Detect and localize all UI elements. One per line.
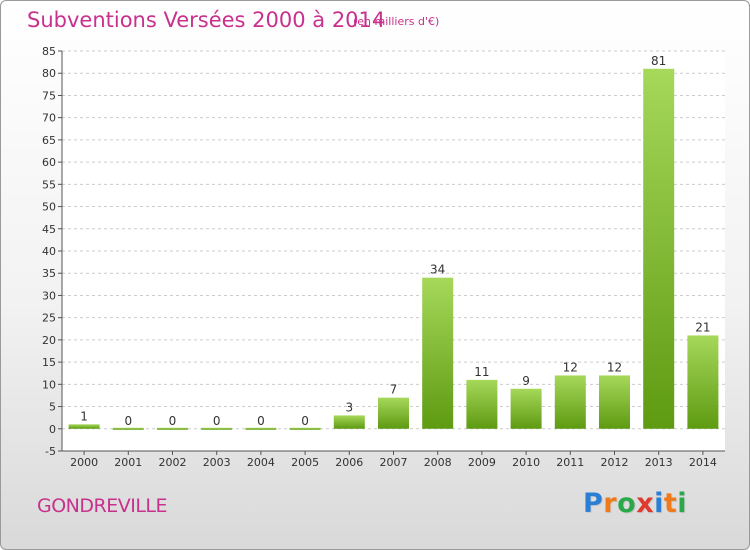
chart-title: Subventions Versées 2000 à 2014: [27, 8, 386, 32]
bar: [157, 427, 188, 430]
logo-letter: i: [677, 488, 688, 519]
bar: [245, 427, 277, 430]
logo-letter: o: [617, 488, 637, 519]
x-tick-label: 2013: [645, 456, 673, 469]
x-tick-label: 2008: [424, 456, 452, 469]
y-tick-label: 10: [42, 378, 56, 391]
bar-value-label: 0: [169, 414, 177, 428]
y-tick-label: 25: [42, 312, 56, 325]
bar: [68, 424, 100, 429]
bar-value-label: 12: [563, 360, 578, 374]
y-tick-label: 80: [42, 67, 56, 80]
bar-value-label: 0: [213, 414, 221, 428]
bar: [554, 375, 586, 429]
x-tick-label: 2009: [468, 456, 496, 469]
commune-name: GONDREVILLE: [37, 495, 168, 517]
chart-subtitle: (en milliers d'€): [353, 15, 440, 28]
x-tick-label: 2005: [291, 456, 319, 469]
bar-value-label: 9: [522, 374, 530, 388]
y-tick-label: 55: [42, 178, 56, 191]
x-tick-label: 2007: [380, 456, 408, 469]
proxiti-logo: Proxiti: [583, 488, 687, 519]
bar: [289, 427, 321, 430]
y-tick-label: 0: [49, 423, 56, 436]
bar-value-label: 11: [474, 365, 489, 379]
logo-letter: P: [583, 488, 604, 519]
bar: [466, 379, 498, 429]
bar-value-label: 21: [695, 320, 710, 334]
bar: [333, 415, 365, 429]
y-tick-label: 70: [42, 112, 56, 125]
y-tick-label: 15: [42, 356, 56, 369]
bar: [510, 388, 542, 429]
x-tick-label: 2011: [556, 456, 584, 469]
bar-value-label: 81: [651, 54, 666, 68]
bar: [643, 68, 675, 429]
bar-value-label: 1: [80, 409, 88, 423]
y-tick-label: 65: [42, 134, 56, 147]
bar-value-label: 0: [124, 414, 132, 428]
y-tick-label: 85: [42, 45, 56, 58]
x-tick-label: 2010: [512, 456, 540, 469]
bar-value-label: 12: [607, 360, 622, 374]
bar-value-label: 0: [257, 414, 265, 428]
bar-value-label: 7: [390, 383, 398, 397]
y-tick-label: 75: [42, 89, 56, 102]
bar: [599, 375, 630, 429]
y-tick-label: -5: [45, 445, 56, 458]
x-tick-label: 2003: [203, 456, 231, 469]
x-tick-label: 2006: [335, 456, 363, 469]
bar: [201, 427, 233, 430]
bar: [687, 335, 719, 429]
x-tick-label: 2012: [601, 456, 629, 469]
x-tick-label: 2000: [70, 456, 98, 469]
bar-value-label: 34: [430, 263, 445, 277]
y-tick-label: 50: [42, 201, 56, 214]
y-tick-label: 5: [49, 401, 56, 414]
logo-letter: r: [603, 488, 618, 519]
y-tick-label: 40: [42, 245, 56, 258]
y-tick-label: 35: [42, 267, 56, 280]
y-tick-label: 60: [42, 156, 56, 169]
x-tick-label: 2001: [114, 456, 142, 469]
bar: [378, 397, 409, 429]
logo-letter: i: [654, 488, 664, 519]
logo-letter: t: [663, 488, 678, 519]
x-tick-label: 2002: [159, 456, 187, 469]
x-tick-label: 2014: [689, 456, 717, 469]
logo-letter: x: [636, 488, 655, 519]
y-tick-label: 45: [42, 223, 56, 236]
bar-value-label: 3: [345, 400, 353, 414]
x-tick-label: 2004: [247, 456, 275, 469]
y-tick-label: 30: [42, 289, 56, 302]
y-tick-label: 20: [42, 334, 56, 347]
bar-value-label: 0: [301, 414, 309, 428]
bar: [422, 277, 454, 429]
bar: [112, 427, 144, 430]
